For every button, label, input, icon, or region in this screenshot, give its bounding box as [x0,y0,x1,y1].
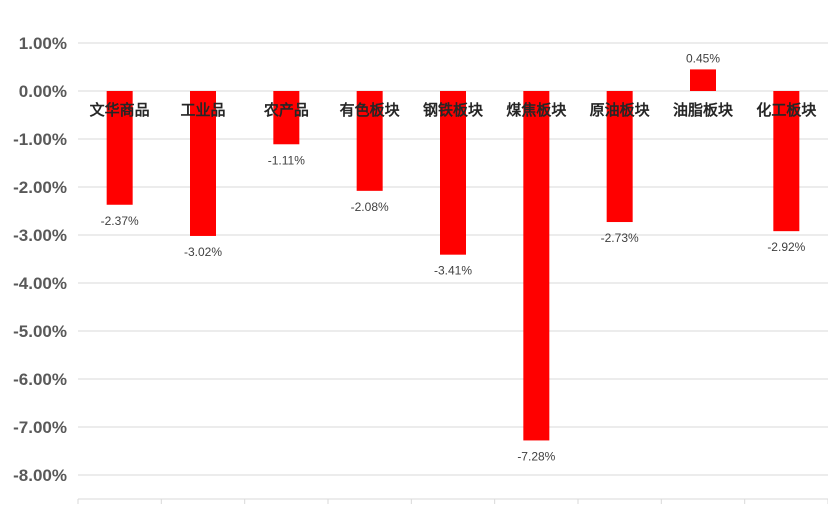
category-label: 钢铁板块 [423,101,484,119]
category-label: 原油板块 [590,101,651,119]
bar [440,91,466,255]
data-label: -3.02% [184,245,222,259]
bar [606,91,633,223]
y-tick-label: -6.00% [13,370,67,389]
category-label: 农产品 [263,101,309,119]
y-tick-label: 0.00% [19,82,67,101]
data-label: -2.73% [601,231,639,245]
bar [356,91,383,191]
bar [690,69,716,91]
category-label: 文华商品 [90,101,150,119]
data-label: -2.08% [351,200,389,214]
y-tick-label: 1.00% [19,34,67,53]
category-label: 油脂板块 [673,101,734,119]
data-label: -2.37% [101,214,139,228]
bar [190,91,216,236]
data-label: -1.11% [268,153,305,167]
category-label: 工业品 [180,101,225,119]
bar [773,91,800,232]
y-tick-label: -8.00% [13,466,67,485]
data-label: 0.45% [686,51,720,65]
data-label: -2.92% [767,240,805,254]
y-tick-label: -1.00% [13,130,67,149]
category-label: 化工板块 [756,101,817,119]
y-tick-label: -3.00% [13,226,67,245]
y-tick-label: -4.00% [13,274,67,293]
bar [273,91,300,145]
category-label: 煤焦板块 [506,101,567,119]
bar [106,91,133,205]
bar [523,91,550,441]
y-tick-label: -2.00% [13,178,67,197]
category-label: 有色板块 [340,101,401,119]
y-tick-label: -7.00% [13,418,67,437]
data-label: -3.41% [434,264,472,278]
y-tick-label: -5.00% [13,322,67,341]
data-label: -7.28% [517,449,555,463]
